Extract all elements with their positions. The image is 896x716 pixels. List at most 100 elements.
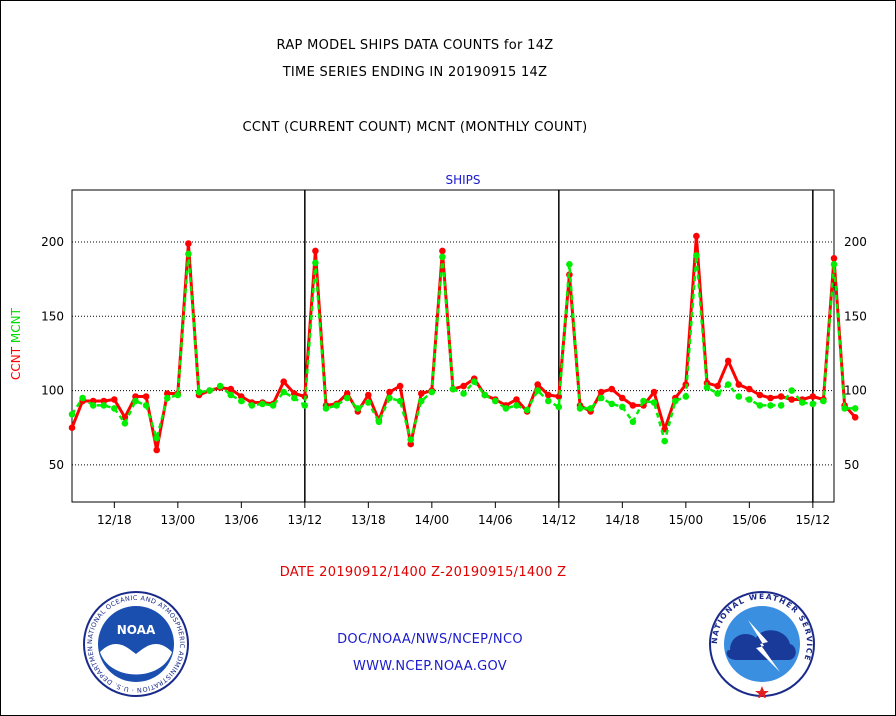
data-point-mcnt	[777, 402, 785, 409]
data-point-ccnt	[746, 385, 753, 393]
y-tick-label-left: 50	[49, 458, 64, 472]
data-point-mcnt	[545, 397, 552, 405]
data-point-mcnt	[629, 418, 637, 426]
data-point-mcnt	[830, 261, 838, 268]
data-point-mcnt	[185, 250, 192, 258]
data-point-mcnt	[153, 434, 160, 442]
nws-logo-icon: NATIONAL WEATHER SERVICE	[709, 591, 815, 698]
data-point-mcnt	[259, 400, 266, 408]
data-point-ccnt	[418, 390, 425, 397]
data-point-ccnt	[629, 402, 637, 409]
data-point-ccnt	[756, 391, 764, 399]
data-point-mcnt	[216, 382, 224, 390]
data-point-mcnt	[227, 391, 235, 399]
data-point-ccnt	[830, 254, 838, 262]
data-point-mcnt	[248, 402, 256, 409]
y-tick-label-right: 50	[844, 458, 859, 472]
series-line-mcnt	[70, 252, 856, 443]
data-point-mcnt	[111, 405, 118, 412]
y-tick-label-right: 200	[844, 235, 867, 249]
data-point-ccnt	[767, 394, 774, 402]
data-point-ccnt	[280, 378, 288, 386]
data-point-ccnt	[724, 357, 732, 365]
data-point-mcnt	[460, 390, 467, 397]
data-point-mcnt	[513, 402, 520, 409]
data-point-mcnt	[703, 384, 711, 391]
data-point-ccnt	[809, 393, 817, 400]
data-point-mcnt	[534, 387, 541, 394]
x-tick-label: 15/00	[669, 513, 704, 527]
chart-title-line1: RAP MODEL SHIPS DATA COUNTS for 14Z	[276, 38, 554, 53]
data-point-mcnt	[587, 405, 594, 412]
data-point-mcnt	[851, 405, 859, 412]
x-tick-label: 13/06	[224, 513, 259, 527]
data-point-mcnt	[724, 381, 732, 388]
data-point-ccnt	[386, 388, 393, 396]
data-point-mcnt	[746, 396, 753, 403]
data-point-mcnt	[132, 397, 139, 405]
data-point-ccnt	[650, 388, 658, 396]
data-point-ccnt	[227, 385, 235, 393]
data-point-ccnt	[597, 388, 605, 396]
data-point-ccnt	[439, 247, 446, 255]
data-point-ccnt	[608, 385, 616, 393]
data-point-mcnt	[142, 402, 150, 409]
data-point-mcnt	[756, 402, 764, 409]
data-point-mcnt	[365, 399, 372, 406]
data-point-mcnt	[238, 397, 245, 405]
data-point-ccnt	[851, 414, 859, 421]
data-point-mcnt	[333, 402, 340, 409]
data-point-mcnt	[301, 402, 309, 409]
data-point-mcnt	[809, 400, 817, 408]
y-tick-label-left: 150	[41, 309, 64, 323]
data-point-mcnt	[820, 397, 827, 405]
data-point-mcnt	[841, 405, 848, 412]
data-point-mcnt	[619, 403, 626, 411]
data-point-mcnt	[555, 403, 563, 411]
y-tick-label-right: 100	[844, 384, 867, 398]
data-point-mcnt	[418, 397, 425, 405]
data-point-ccnt	[68, 424, 76, 432]
data-point-mcnt	[100, 402, 108, 409]
data-point-mcnt	[164, 394, 171, 402]
url-link[interactable]: WWW.NCEP.NOAA.GOV	[352, 659, 508, 674]
x-tick-label: 13/12	[288, 513, 323, 527]
data-point-mcnt	[280, 388, 288, 396]
data-point-mcnt	[269, 402, 277, 409]
data-point-mcnt	[322, 405, 330, 412]
data-point-mcnt	[481, 391, 489, 399]
x-tick-label: 14/06	[478, 513, 513, 527]
data-point-mcnt	[767, 402, 774, 409]
data-point-mcnt	[523, 406, 531, 414]
x-tick-label: 14/00	[415, 513, 450, 527]
data-point-ccnt	[111, 396, 118, 403]
data-point-ccnt	[142, 393, 150, 400]
data-point-mcnt	[661, 437, 668, 445]
x-tick-label: 14/18	[605, 513, 640, 527]
data-point-ccnt	[735, 381, 743, 388]
data-point-mcnt	[79, 394, 86, 402]
data-point-mcnt	[375, 418, 383, 426]
data-point-mcnt	[396, 397, 404, 405]
series-line-ccnt	[70, 234, 857, 452]
date-range-label: DATE 20190912/1400 Z-20190915/1400 Z	[279, 565, 567, 580]
y-axis-label-ccnt: CCNT	[9, 346, 23, 380]
data-point-ccnt	[365, 391, 372, 399]
x-tick-label: 14/12	[542, 513, 577, 527]
data-point-ccnt	[312, 247, 319, 255]
data-point-mcnt	[343, 394, 351, 402]
data-point-mcnt	[449, 385, 457, 393]
data-point-mcnt	[428, 388, 436, 396]
data-point-mcnt	[470, 378, 478, 386]
data-point-mcnt	[566, 261, 573, 268]
noaa-logo-icon: NATIONAL OCEANIC AND ATMOSPHERIC ADMINIS…	[82, 590, 189, 697]
data-point-mcnt	[682, 393, 690, 400]
data-point-mcnt	[291, 394, 298, 402]
data-point-mcnt	[174, 391, 182, 399]
data-point-mcnt	[576, 405, 584, 412]
data-point-mcnt	[597, 394, 605, 402]
data-point-mcnt	[407, 436, 415, 443]
data-point-mcnt	[492, 397, 499, 405]
data-point-ccnt	[534, 381, 541, 388]
